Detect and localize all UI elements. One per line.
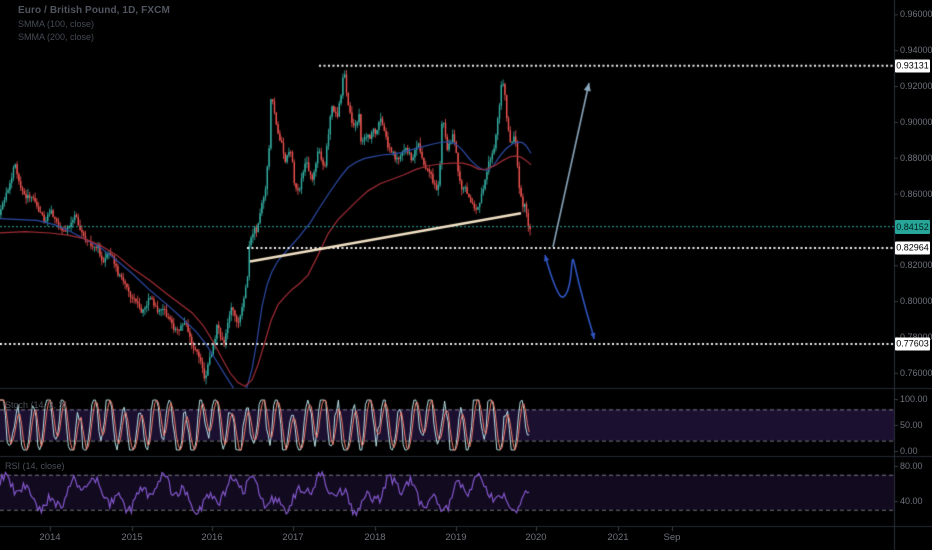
rsi-panel-label[interactable]: RSI (14, close)	[5, 461, 65, 471]
time-axis-label: 2020	[525, 532, 547, 543]
price-level-label: 0.82964	[895, 241, 930, 255]
stoch-tick-label: 0.00	[900, 446, 918, 456]
stoch-tick-label: 50.00	[900, 420, 923, 430]
current-price-label: 0.84152	[895, 219, 930, 234]
price-tick-label: 0.86000	[900, 188, 932, 199]
stoch-panel-label[interactable]: Stoch (14, 3, 3)	[5, 400, 67, 410]
price-level-label: 0.77603	[895, 337, 930, 351]
price-tick-label: 0.96000	[900, 9, 932, 20]
price-tick-label: 0.76000	[900, 367, 932, 378]
time-axis-label: Sep	[663, 532, 681, 543]
price-tick-label: 0.94000	[900, 45, 932, 56]
price-level-label: 0.93131	[895, 59, 930, 73]
rsi-tick-label: 80.00	[900, 461, 923, 471]
price-axis[interactable]: 0.96000 0.94000 0.92000 0.90000 0.88000 0.860…	[894, 0, 932, 550]
price-tick-label: 0.82000	[900, 260, 932, 271]
price-tick-label: 0.80000	[900, 296, 932, 307]
price-tick-label: 0.90000	[900, 116, 932, 127]
time-axis-label: 2018	[364, 532, 386, 543]
time-axis-label: 2016	[201, 532, 223, 543]
symbol-title[interactable]: Euro / British Pound, 1D, FXCM	[18, 5, 170, 16]
price-tick-label: 0.92000	[900, 81, 932, 92]
time-axis-label: 2019	[445, 532, 467, 543]
symbol-legend: Euro / British Pound, 1D, FXCM SMMA (100…	[18, 4, 170, 44]
price-tick-label: 0.78000	[900, 332, 932, 342]
time-axis-label: 2015	[121, 532, 143, 543]
price-tick-label: 0.88000	[900, 152, 932, 163]
stoch-tick-label: 100.00	[900, 394, 928, 404]
time-axis[interactable]: 2014 2015 2016 2017 2018 2019 2020 2021 Sep	[0, 527, 894, 550]
indicator-label-smma200[interactable]: SMMA (200, close)	[18, 32, 95, 42]
indicator-label-smma100[interactable]: SMMA (100, close)	[18, 19, 95, 29]
time-axis-label: 2017	[282, 532, 304, 543]
time-axis-label: 2021	[607, 532, 629, 543]
rsi-tick-label: 40.00	[900, 496, 923, 506]
time-axis-label: 2014	[39, 532, 61, 543]
